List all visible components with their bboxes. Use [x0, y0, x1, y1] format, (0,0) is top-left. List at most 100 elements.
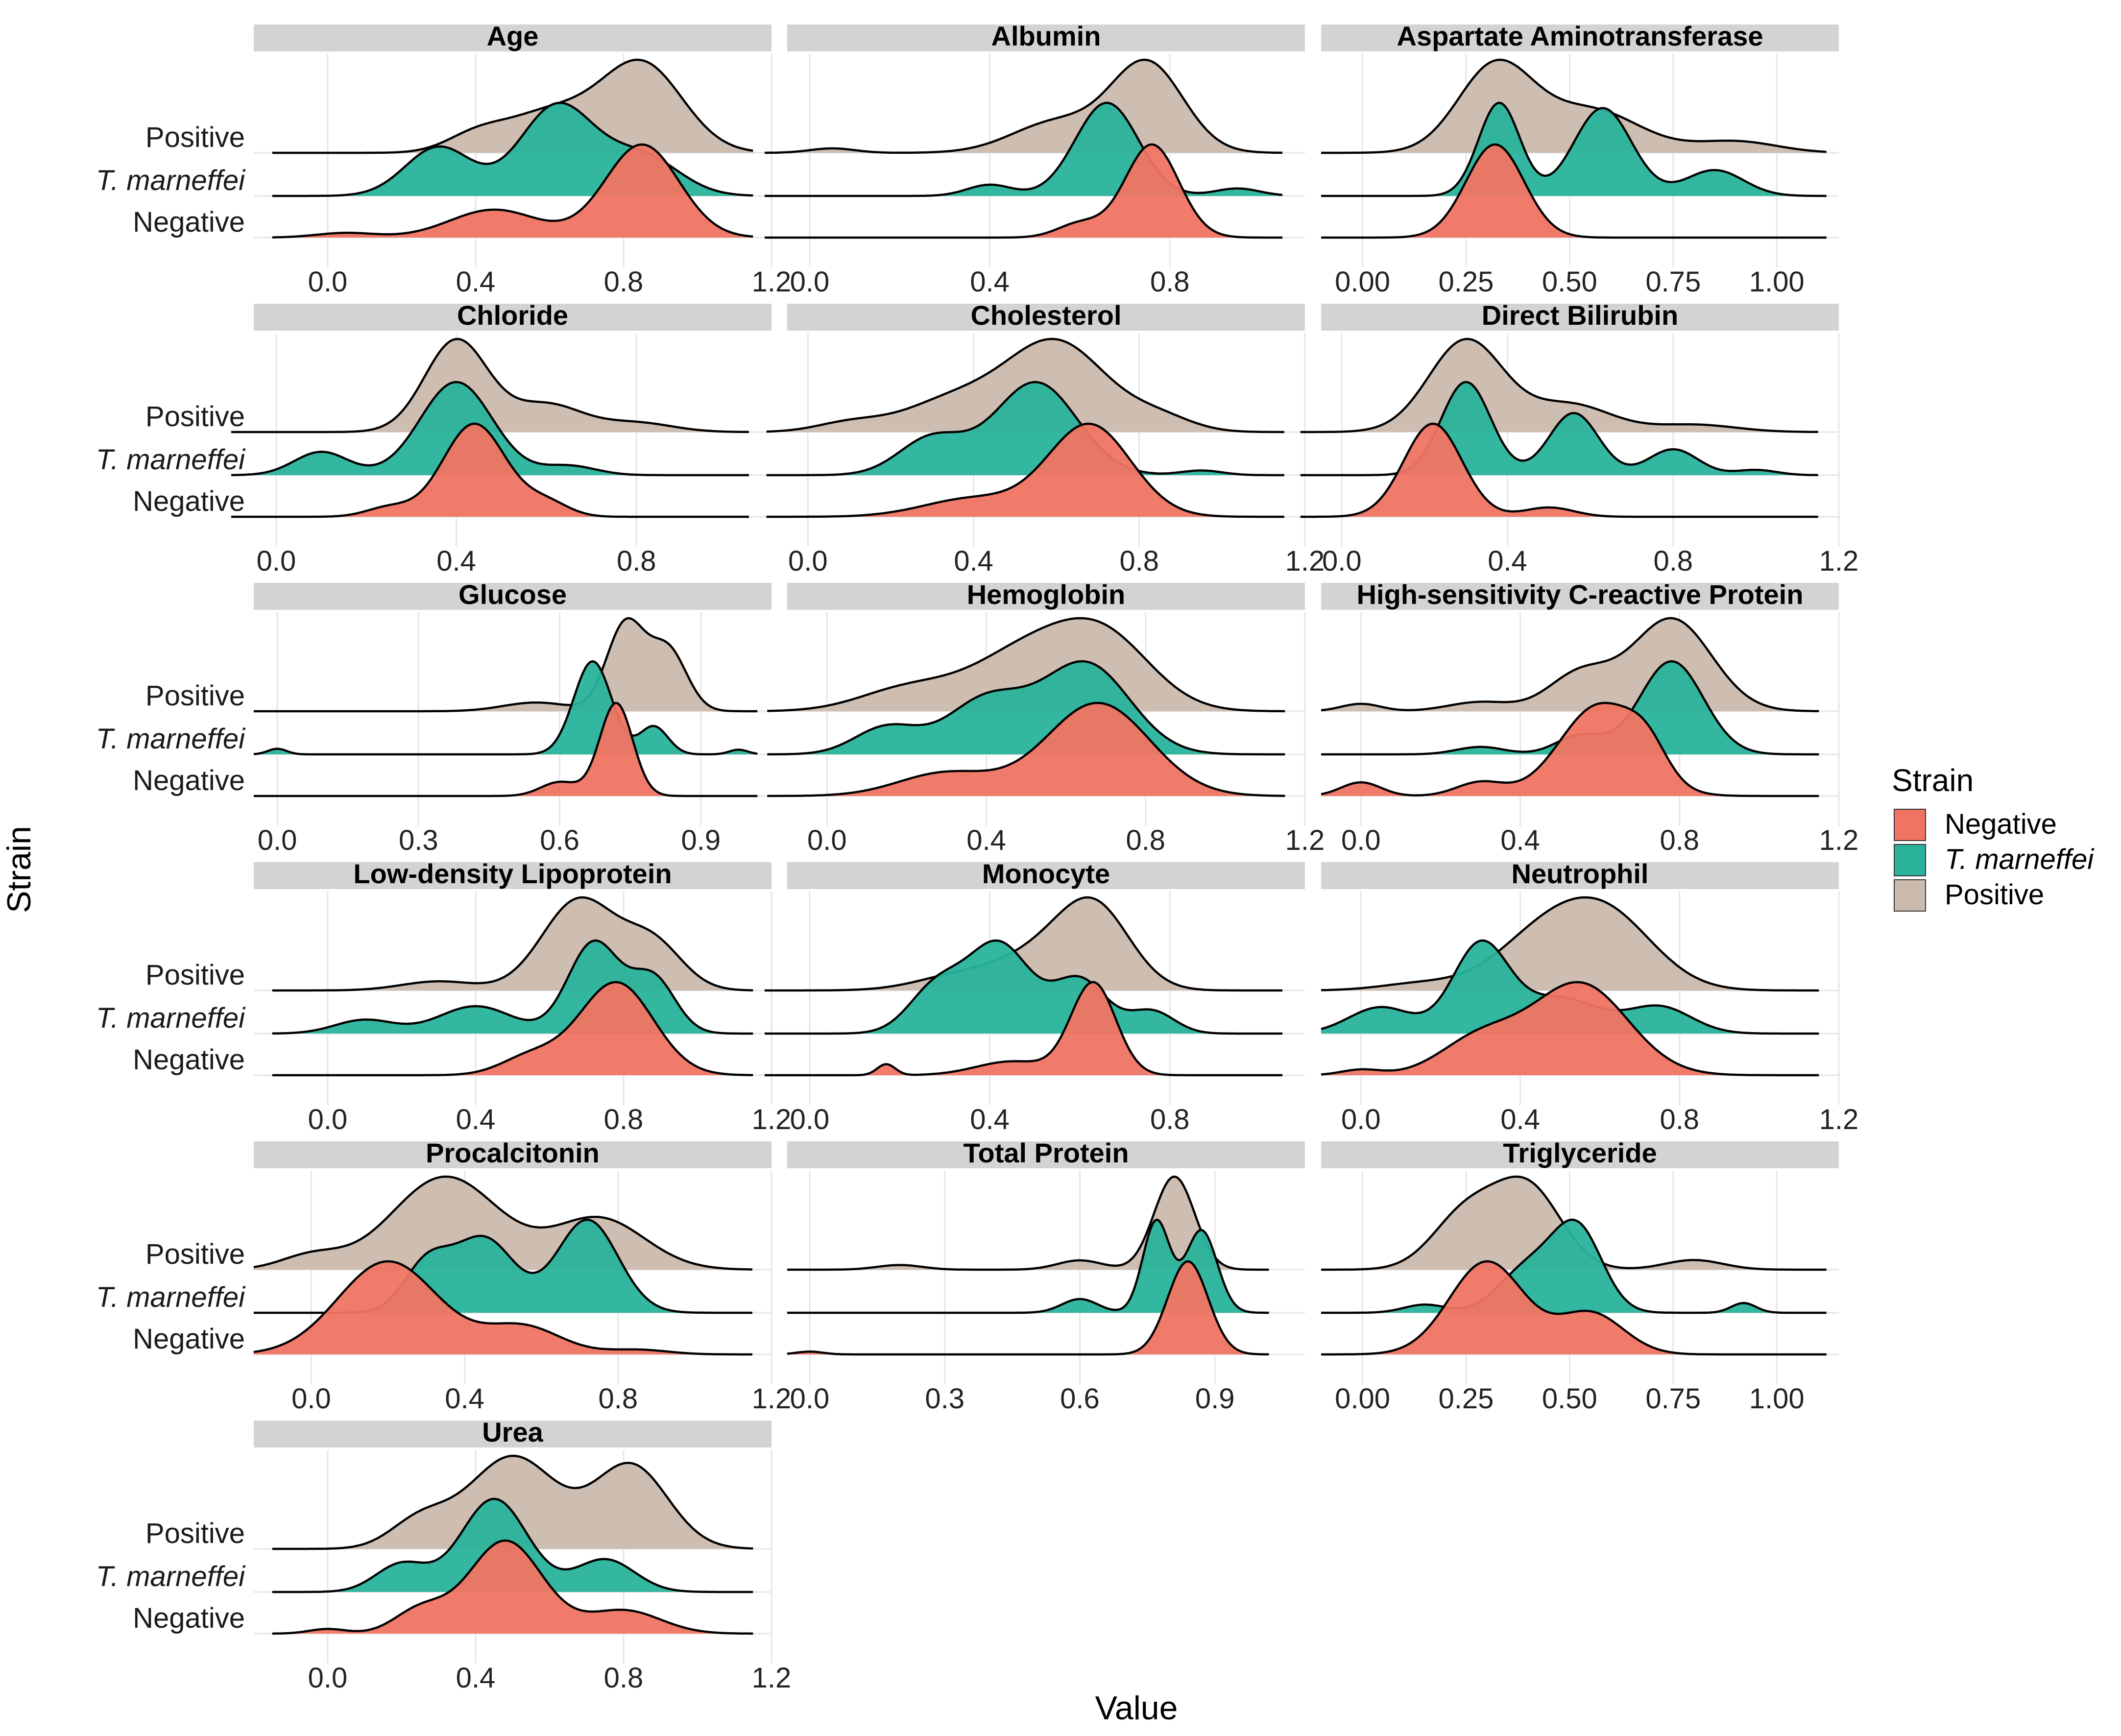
x-tick-label: 0.25 — [1439, 1383, 1494, 1415]
ridge-positive — [254, 618, 758, 711]
x-tick-label: 0.3 — [925, 1383, 964, 1415]
x-tick-label: 0.0 — [1341, 1104, 1381, 1135]
ridge-t-marneffei — [1321, 940, 1819, 1034]
panel-title: High-sensitivity C-reactive Protein — [1357, 579, 1804, 610]
ridge-negative — [254, 703, 758, 796]
x-tick-label: 0.8 — [1653, 545, 1693, 577]
y-label-t-marneffei: T. marneffei — [96, 723, 246, 755]
ridge-outline-positive — [272, 1454, 753, 1550]
ridge-negative — [272, 1541, 753, 1634]
legend-key-positive — [1894, 879, 1926, 912]
ridge-negative — [272, 982, 753, 1075]
ridge-outline-t-marneffei — [765, 101, 1283, 197]
ridge-outline-t-marneffei — [272, 939, 753, 1035]
x-tick-label: 1.2 — [752, 1383, 792, 1415]
ridge-outline-negative — [231, 422, 749, 518]
panel-direct-bilirubin: Direct Bilirubin 0.0 0.4 0.8 1.2 — [1300, 300, 1858, 577]
panel-low-density-lipoprotein: Low-density Lipoprotein Positive T. marnef… — [96, 858, 791, 1135]
x-tick-label: 0.8 — [1660, 1104, 1699, 1135]
ridge-negative — [231, 424, 749, 517]
x-tick-label: 0.0 — [790, 1104, 830, 1135]
ridge-outline-negative — [272, 1539, 753, 1635]
ridge-outline-negative — [767, 701, 1285, 797]
x-tick-label: 1.2 — [1819, 1104, 1859, 1135]
facet-panels: Age Positive T. marneffei Negative 0.0 0.4 0.8… — [96, 21, 1858, 1694]
x-tick-label: 1.2 — [752, 266, 792, 298]
x-tick-label: 0.4 — [970, 1104, 1010, 1135]
y-label-t-marneffei: T. marneffei — [96, 1002, 246, 1034]
ridge-negative — [1321, 703, 1819, 796]
ridge-t-marneffei — [767, 661, 1285, 754]
y-label-positive: Positive — [145, 959, 245, 991]
panel-strip — [787, 304, 1305, 331]
panel-chloride: Chloride Positive T. marneffei Negative 0.0 0… — [96, 300, 771, 577]
panel-title: Chloride — [457, 300, 568, 331]
ridge-positive — [1321, 1177, 1827, 1270]
ridge-t-marneffei — [231, 382, 749, 475]
ridge-outline-negative — [1321, 701, 1819, 797]
x-tick-label: 0.0 — [790, 1383, 830, 1415]
ridge-negative — [766, 424, 1284, 517]
x-tick-label: 0.0 — [788, 545, 828, 577]
ridge-t-marneffei — [766, 382, 1284, 475]
ridge-positive — [272, 60, 753, 153]
x-tick-label: 0.0 — [790, 266, 830, 298]
ridge-outline-negative — [1321, 1260, 1827, 1356]
ridge-positive — [1321, 60, 1827, 153]
legend-title: Strain — [1892, 763, 1974, 798]
panel-title: Direct Bilirubin — [1482, 300, 1678, 331]
x-tick-label: 0.9 — [681, 824, 721, 856]
ridge-negative — [272, 145, 753, 238]
panel-strip — [254, 1141, 771, 1168]
x-tick-label: 1.2 — [1819, 824, 1859, 856]
panel-title: Total Protein — [963, 1137, 1129, 1168]
y-label-t-marneffei: T. marneffei — [96, 165, 246, 196]
ridge-positive — [1300, 339, 1818, 432]
panel-cholesterol: Cholesterol 0.0 0.4 0.8 1.2 — [766, 300, 1325, 577]
x-tick-label: 0.8 — [1150, 266, 1190, 298]
ridge-positive — [767, 618, 1285, 711]
ridge-t-marneffei — [787, 1220, 1269, 1313]
x-tick-label: 0.4 — [1500, 824, 1540, 856]
ridge-outline-positive — [765, 896, 1282, 992]
y-axis-title: Strain — [0, 826, 38, 913]
ridge-negative — [765, 145, 1282, 238]
ridge-outline-t-marneffei — [272, 101, 753, 197]
ridge-outline-negative — [766, 422, 1284, 518]
y-label-positive: Positive — [145, 401, 245, 433]
x-tick-label: 0.25 — [1439, 266, 1494, 298]
panel-glucose: Glucose Positive T. marneffei Negative 0.0 0.… — [96, 579, 771, 856]
panel-title: Cholesterol — [970, 300, 1121, 331]
y-label-positive: Positive — [145, 121, 245, 153]
ridge-outline-positive — [787, 1175, 1269, 1271]
ridge-outline-negative — [254, 701, 758, 797]
y-label-negative: Negative — [133, 1323, 245, 1355]
ridge-outline-t-marneffei — [767, 660, 1285, 756]
x-tick-label: 0.6 — [540, 824, 579, 856]
panel-strip — [787, 862, 1305, 889]
x-tick-label: 0.4 — [456, 1662, 496, 1694]
x-tick-label: 1.2 — [752, 1662, 792, 1694]
ridge-outline-t-marneffei — [272, 1497, 753, 1593]
panel-strip — [254, 1421, 771, 1447]
panel-monocyte: Monocyte 0.0 0.4 0.8 — [765, 858, 1305, 1135]
x-tick-label: 1.00 — [1749, 266, 1805, 298]
legend-key-t-marneffei — [1894, 844, 1926, 876]
x-tick-label: 0.00 — [1335, 1383, 1390, 1415]
ridge-outline-t-marneffei — [765, 939, 1282, 1035]
panel-strip — [1321, 583, 1839, 610]
x-tick-label: 0.0 — [807, 824, 847, 856]
panel-aspartate-aminotransferase: Aspartate Aminotransferase 0.00 0.25 0.50 0.… — [1321, 21, 1839, 298]
ridge-negative — [1300, 424, 1818, 517]
x-tick-label: 1.2 — [752, 1104, 792, 1135]
x-tick-label: 0.8 — [1150, 1104, 1190, 1135]
ridge-outline-positive — [1321, 896, 1819, 992]
panel-title: Age — [487, 21, 539, 51]
x-tick-label: 0.4 — [954, 545, 993, 577]
legend: Strain Negative T. marneffei Positive — [1892, 763, 2095, 912]
y-label-positive: Positive — [145, 1518, 245, 1549]
y-label-negative: Negative — [133, 485, 245, 517]
x-tick-label: 0.8 — [598, 1383, 638, 1415]
ridge-outline-negative — [1321, 143, 1827, 239]
panel-urea: Urea Positive T. marneffei Negative 0.0 0.4 0.… — [96, 1417, 791, 1694]
